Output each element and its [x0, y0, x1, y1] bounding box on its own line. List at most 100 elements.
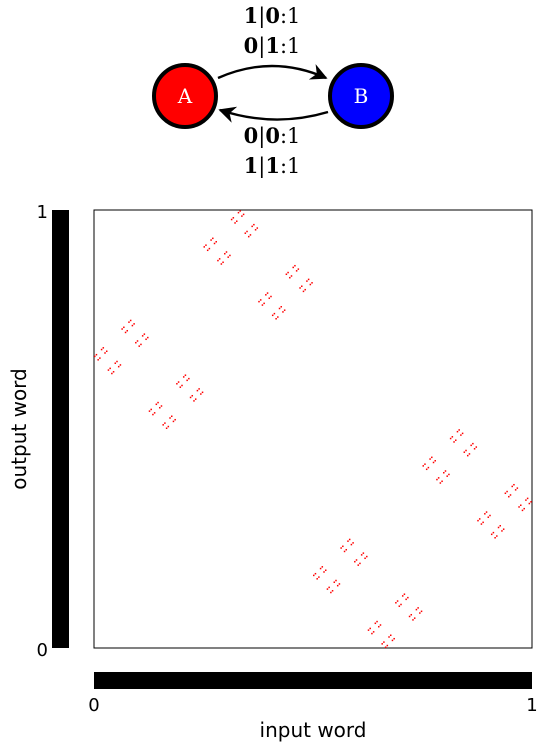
scatter-point	[270, 295, 272, 298]
scatter-point	[256, 227, 259, 229]
scatter-point	[271, 314, 274, 317]
scatter-point	[167, 425, 170, 428]
scatter-point	[460, 434, 462, 436]
scatter-point	[225, 251, 228, 253]
x-tick-1: 1	[526, 695, 537, 716]
scatter-point	[478, 518, 481, 520]
scatter-point	[520, 504, 522, 506]
scatter-point	[246, 230, 248, 233]
transition-label-a-b-2: 0|1:1	[244, 33, 301, 59]
scatter-point	[335, 579, 337, 582]
scatter-point	[116, 360, 118, 363]
scatter-point	[253, 223, 255, 226]
scatter-point	[220, 263, 223, 265]
scatter-point	[304, 288, 306, 291]
scatter-point	[468, 453, 471, 455]
state-a-label: A	[177, 84, 193, 108]
scatter-point	[420, 610, 423, 613]
scatter-point	[254, 229, 257, 231]
scatter-point	[148, 410, 151, 412]
scatter-point	[369, 627, 371, 630]
scatter-point	[164, 422, 166, 424]
scatter-point	[470, 444, 472, 447]
scatter-point	[449, 437, 452, 440]
scatter-point	[258, 300, 260, 303]
scatter-point	[509, 494, 512, 496]
scatter-point	[210, 239, 212, 241]
scatter-point	[323, 571, 325, 573]
scatter-point	[205, 244, 207, 246]
scatter-point	[490, 533, 493, 536]
scatter-point	[324, 569, 327, 572]
scatter-point	[145, 338, 147, 341]
scatter-point	[347, 540, 349, 542]
scatter-point	[186, 379, 188, 382]
scatter-point	[376, 620, 378, 623]
scatter-point	[203, 246, 205, 248]
scatter-point	[422, 465, 424, 467]
scatter-point	[331, 590, 334, 592]
scatter-point	[273, 312, 276, 315]
scatter-point	[224, 252, 226, 255]
scatter-point	[453, 441, 455, 443]
scatter-point	[499, 525, 501, 527]
scatter-point	[523, 507, 525, 510]
scatter-point	[268, 297, 271, 299]
x-axis-label: input word	[260, 718, 367, 742]
scatter-point	[434, 460, 436, 462]
scatter-point	[338, 583, 341, 585]
x-axis-bar	[94, 672, 532, 689]
scatter-point	[424, 463, 426, 465]
scatter-point	[364, 557, 366, 560]
scatter-point	[482, 521, 484, 524]
scatter-point	[157, 401, 159, 404]
scatter-point	[413, 617, 416, 619]
scatter-point	[140, 343, 142, 346]
y-tick-0: 0	[37, 640, 48, 661]
scatter-point	[196, 389, 199, 392]
scatter-point	[485, 511, 488, 513]
scatter-point	[109, 367, 111, 370]
scatter-point	[188, 377, 190, 380]
y-axis-bar	[52, 210, 69, 648]
scatter-point	[124, 331, 127, 334]
scatter-point	[352, 542, 354, 544]
scatter-point	[318, 576, 320, 578]
scatter-point	[194, 398, 197, 400]
scatter-point	[419, 612, 421, 614]
scatter-point	[184, 374, 187, 376]
scatter-point	[259, 299, 262, 301]
scatter-point	[475, 446, 478, 448]
scatter-point	[105, 350, 108, 353]
scatter-point	[99, 357, 101, 359]
scatter-point	[301, 285, 303, 287]
scatter-point	[102, 347, 105, 349]
scatter-point	[234, 222, 236, 224]
scatter-point	[153, 412, 156, 414]
scatter-point	[143, 333, 146, 335]
scatter-point	[400, 603, 402, 606]
scatter-point	[425, 468, 428, 471]
transition-a-to-b-arrow	[217, 64, 328, 80]
scatter-point	[321, 566, 324, 568]
scatter-point	[206, 249, 209, 252]
scatter-point	[135, 341, 137, 344]
scatter-point	[217, 259, 219, 262]
scatter-point	[275, 318, 277, 320]
scatter-point	[345, 548, 348, 551]
scatter-point	[326, 588, 329, 590]
scatter-point	[165, 427, 168, 429]
scatter-point	[218, 258, 221, 260]
scatter-point	[201, 391, 204, 394]
scatter-point	[241, 215, 243, 217]
scatter-point	[191, 394, 194, 397]
scatter-point	[398, 605, 401, 607]
scatter-point	[374, 622, 377, 625]
scatter-point	[388, 636, 390, 638]
scatter-point	[381, 643, 383, 645]
scatter-point	[181, 384, 183, 387]
scatter-point	[451, 436, 454, 438]
scatter-point	[287, 271, 289, 274]
scatter-point	[316, 578, 318, 580]
